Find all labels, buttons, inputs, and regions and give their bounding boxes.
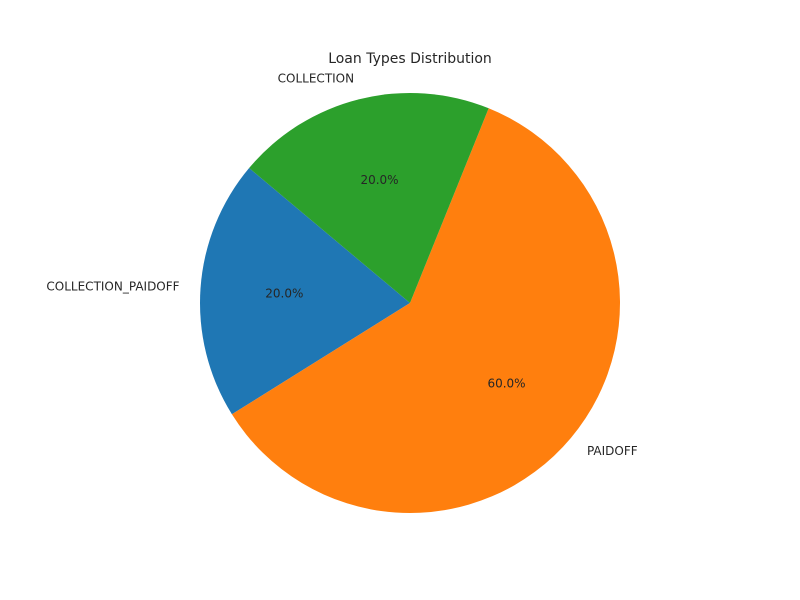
pie-slice-collection — [249, 92, 489, 303]
slice-percent-paidoff: 60.0% — [487, 376, 525, 390]
slice-percent-collection-paidoff: 20.0% — [265, 287, 303, 301]
pie-slice-paidoff — [231, 108, 620, 513]
slice-label-collection: COLLECTION — [278, 71, 354, 85]
slice-label-collection-paidoff: COLLECTION_PAIDOFF — [46, 279, 179, 293]
pie-slices — [200, 92, 620, 513]
pie-labels: COLLECTION_PAIDOFF 20.0% PAIDOFF 60.0% COLLE… — [46, 71, 637, 458]
slice-label-paidoff: PAIDOFF — [587, 444, 638, 458]
slice-percent-collection: 20.0% — [360, 173, 398, 187]
pie-slice-collection-paidoff — [200, 168, 410, 415]
chart-title: Loan Types Distribution — [328, 51, 492, 67]
